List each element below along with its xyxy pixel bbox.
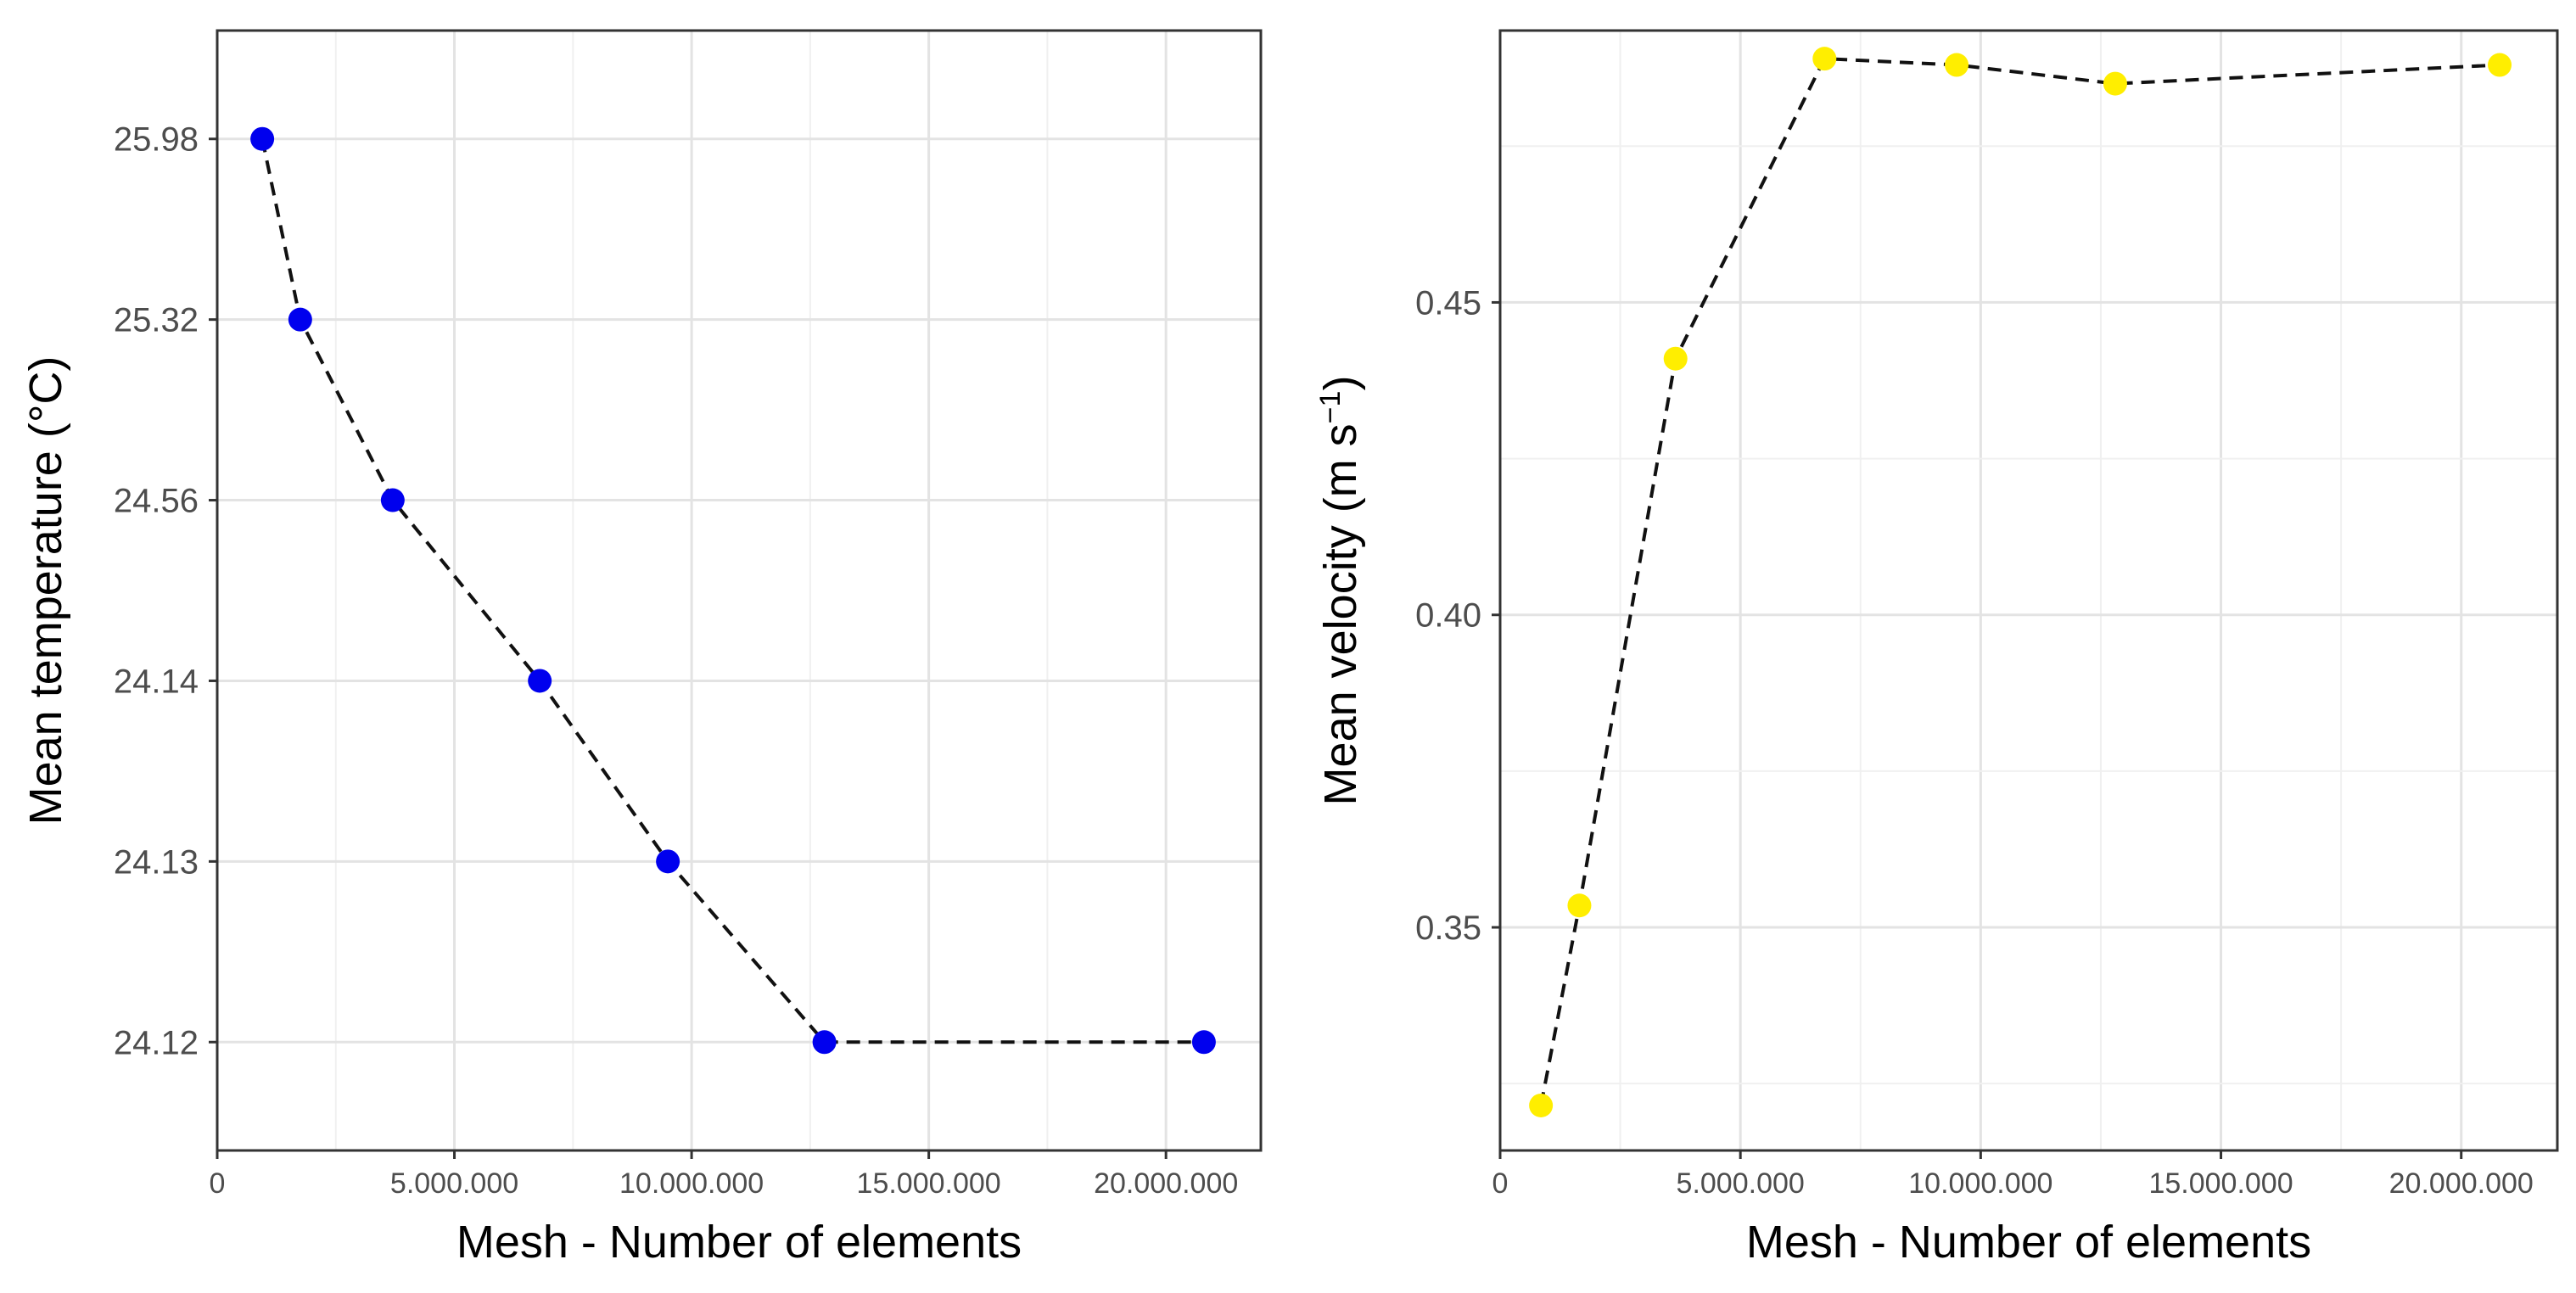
velocity-y-axis-title: Mean velocity (m s−1) — [1314, 376, 1366, 806]
velocity-plot-area — [1500, 31, 2557, 1150]
velocity-y-axis-title-superscript: −1 — [1314, 391, 1347, 424]
temperature-point-0 — [250, 126, 275, 151]
velocity-x-tick-label: 5.000.000 — [1677, 1167, 1805, 1200]
temperature-points — [250, 126, 1216, 1055]
temperature-x-axis-title: Mesh - Number of elements — [456, 1217, 1022, 1268]
velocity-y-axis-title-main: Mean velocity (m s — [1315, 423, 1366, 805]
temperature-point-4 — [656, 849, 680, 874]
velocity-y-ticks: 0.35 0.40 0.45 — [1415, 284, 1500, 947]
velocity-point-3 — [1812, 47, 1837, 71]
temperature-x-tick-label: 0 — [210, 1167, 226, 1200]
velocity-chart: 0 5.000.000 10.000.000 15.000.000 20.000.000… — [1314, 29, 2559, 1268]
temperature-point-2 — [380, 488, 405, 512]
temperature-x-tick-label: 5.000.000 — [390, 1167, 518, 1200]
velocity-x-ticks: 0 5.000.000 10.000.000 15.000.000 20.000.000 — [1492, 1150, 2534, 1200]
temperature-y-ticks: 24.12 24.13 24.14 24.56 25.32 25.98 — [114, 121, 217, 1061]
temperature-x-tick-label: 10.000.000 — [619, 1167, 764, 1200]
temperature-panel-border — [216, 29, 1263, 1152]
velocity-x-axis-title: Mesh - Number of elements — [1746, 1217, 2311, 1268]
velocity-gridlines — [1498, 31, 2557, 1150]
temperature-y-tick-label: 25.32 — [114, 302, 199, 339]
velocity-point-2 — [1663, 346, 1688, 371]
temperature-x-tick-label: 20.000.000 — [1094, 1167, 1238, 1200]
temperature-point-1 — [288, 307, 312, 332]
temperature-point-3 — [528, 669, 552, 693]
temperature-y-tick-label: 24.12 — [114, 1024, 199, 1061]
velocity-point-0 — [1529, 1093, 1554, 1117]
velocity-point-6 — [2488, 53, 2512, 77]
velocity-panel-border — [1498, 29, 2559, 1152]
velocity-point-5 — [2103, 71, 2127, 96]
velocity-points — [1529, 47, 2512, 1117]
velocity-x-tick-label: 20.000.000 — [2389, 1167, 2534, 1200]
temperature-x-ticks: 0 5.000.000 10.000.000 15.000.000 20.000.000 — [210, 1150, 1238, 1200]
temperature-y-tick-label: 24.14 — [114, 663, 199, 700]
velocity-x-tick-label: 0 — [1492, 1167, 1509, 1200]
velocity-y-tick-label: 0.35 — [1415, 910, 1481, 947]
velocity-x-tick-label: 15.000.000 — [2148, 1167, 2293, 1200]
velocity-y-tick-label: 0.45 — [1415, 284, 1481, 322]
temperature-y-tick-label: 24.13 — [114, 843, 199, 881]
temperature-plot-area — [217, 31, 1261, 1150]
velocity-y-tick-label: 0.40 — [1415, 597, 1481, 635]
temperature-y-tick-label: 24.56 — [114, 483, 199, 520]
temperature-x-tick-label: 15.000.000 — [857, 1167, 1001, 1200]
temperature-y-tick-label: 25.98 — [114, 121, 199, 159]
temperature-point-6 — [1191, 1030, 1216, 1055]
velocity-point-4 — [1945, 53, 1969, 77]
temperature-point-5 — [812, 1030, 837, 1055]
temperature-chart: 0 5.000.000 10.000.000 15.000.000 20.000.000… — [20, 29, 1263, 1268]
velocity-point-1 — [1567, 893, 1592, 918]
velocity-y-axis-title-close: ) — [1315, 376, 1366, 391]
velocity-x-tick-label: 10.000.000 — [1908, 1167, 2052, 1200]
temperature-y-axis-title: Mean temperature (°C) — [20, 356, 71, 826]
